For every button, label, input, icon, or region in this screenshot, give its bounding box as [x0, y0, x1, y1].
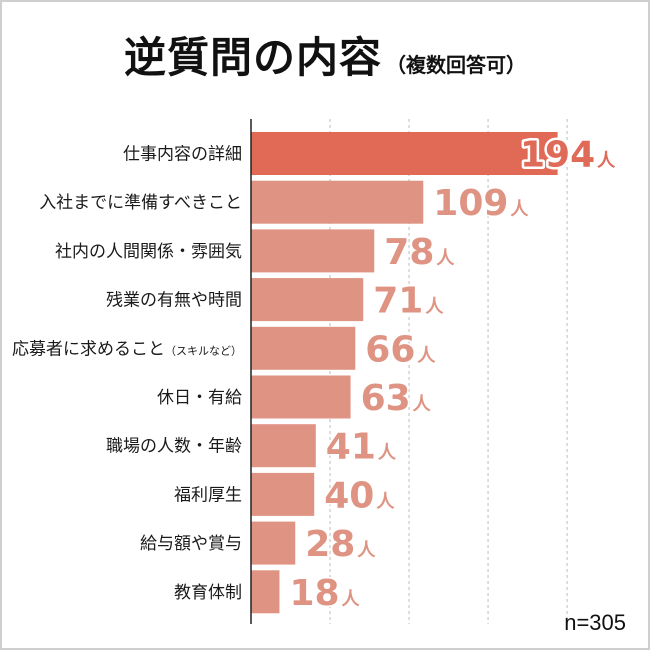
- value-number: 194: [520, 135, 595, 176]
- value-unit: 人: [436, 248, 455, 269]
- value-label: 78 人: [384, 232, 455, 273]
- bar: [251, 521, 296, 565]
- value-label: 194 人: [520, 135, 616, 176]
- title-main: 逆質問の内容: [123, 33, 382, 82]
- value-unit: 人: [425, 297, 444, 318]
- category-label-text: 教育体制: [174, 583, 242, 603]
- category-label: 教育体制: [174, 583, 242, 603]
- bar: [251, 570, 280, 614]
- category-label-text: 残業の有無や時間: [106, 291, 242, 311]
- value-label: 41 人: [326, 427, 397, 468]
- chart-title: 逆質問の内容 （複数回答可）: [2, 24, 648, 85]
- category-label: 入社までに準備すべきこと: [39, 193, 242, 213]
- value-label: 71 人: [373, 281, 444, 322]
- category-label-text: 職場の人数・年齢: [106, 437, 242, 457]
- value-number: 18: [289, 573, 339, 614]
- value-label: 18 人: [289, 573, 360, 614]
- value-number: 28: [305, 524, 355, 565]
- value-unit: 人: [510, 199, 529, 220]
- bar: [251, 472, 315, 516]
- category-label: 給与額や賞与: [140, 534, 242, 554]
- category-label-text: 応募者に求めること: [12, 339, 165, 359]
- bar: [251, 180, 424, 224]
- bar: [251, 132, 558, 175]
- value-number: 66: [365, 329, 415, 370]
- category-label: 残業の有無や時間: [106, 291, 242, 311]
- category-label-text: 社内の人間関係・雰囲気: [55, 242, 242, 262]
- value-label: 66 人: [365, 329, 436, 370]
- value-number: 40: [324, 475, 374, 516]
- value-number: 63: [361, 378, 411, 419]
- sample-size-label: n=305: [564, 610, 626, 635]
- bar: [251, 278, 364, 322]
- value-unit: 人: [376, 491, 395, 512]
- category-label: 応募者に求めること（スキルなど）: [12, 339, 242, 359]
- title-subtitle: （複数回答可）: [386, 53, 526, 77]
- value-label: 109 人: [433, 183, 529, 224]
- value-label: 63 人: [361, 378, 432, 419]
- bar: [251, 424, 316, 468]
- bar: [251, 375, 351, 419]
- category-label-text: 給与額や賞与: [140, 534, 242, 554]
- value-label: 28 人: [305, 524, 376, 565]
- value-unit: 人: [417, 345, 436, 366]
- value-number: 71: [373, 281, 423, 322]
- value-number: 78: [384, 232, 434, 273]
- category-label: 福利厚生: [174, 485, 242, 505]
- category-label-text: 仕事内容の詳細: [123, 145, 242, 165]
- value-label: 40 人: [324, 475, 395, 516]
- value-number: 109: [433, 183, 508, 224]
- value-unit: 人: [342, 589, 361, 610]
- value-unit: 人: [413, 394, 432, 415]
- category-label-text: 福利厚生: [174, 485, 242, 505]
- value-unit: 人: [357, 540, 376, 561]
- category-label: 職場の人数・年齢: [106, 437, 242, 457]
- category-label: 休日・有給: [157, 388, 242, 408]
- bar: [251, 229, 375, 273]
- category-label: 仕事内容の詳細: [123, 145, 242, 165]
- category-label-text: 休日・有給: [157, 388, 242, 408]
- value-number: 41: [326, 427, 376, 468]
- category-label-text: 入社までに準備すべきこと: [39, 193, 242, 213]
- value-unit: 人: [597, 151, 616, 172]
- category-label-note: （スキルなど）: [165, 344, 242, 357]
- value-unit: 人: [378, 443, 397, 464]
- bar: [251, 326, 356, 370]
- category-label: 社内の人間関係・雰囲気: [55, 242, 242, 262]
